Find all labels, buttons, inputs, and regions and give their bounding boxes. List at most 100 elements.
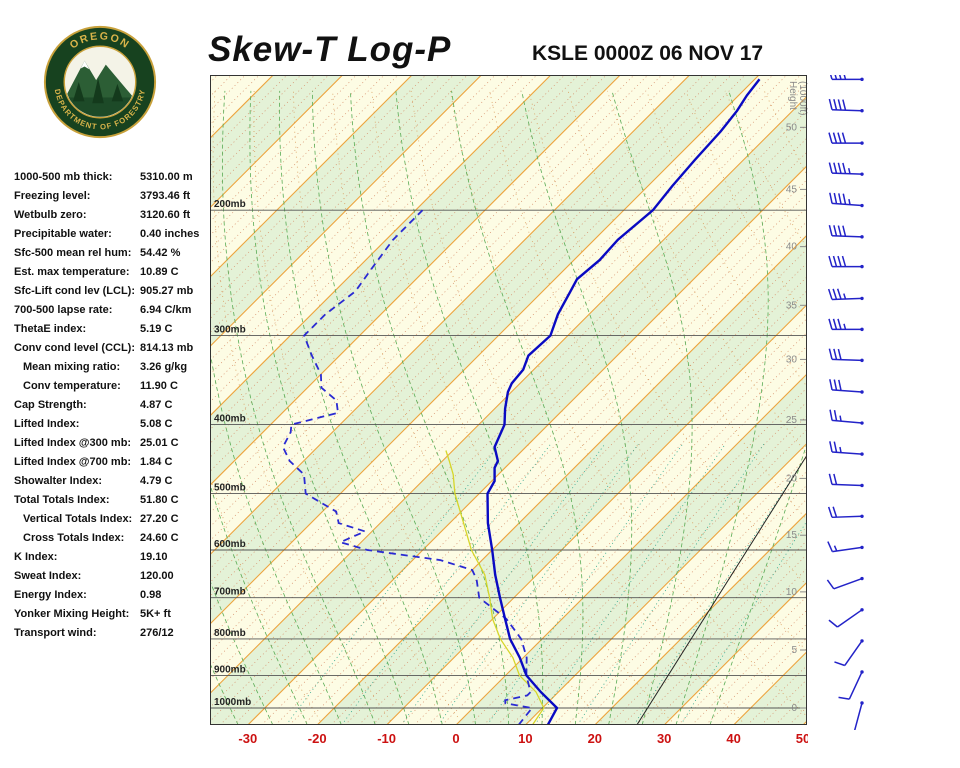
index-row: Est. max temperature: 10.89 C xyxy=(14,263,199,282)
index-label: Cross Totals Index: xyxy=(23,532,125,544)
index-value: 814.13 mb xyxy=(140,342,194,354)
index-label: Conv cond level (CCL): xyxy=(14,342,136,354)
index-label: Sweat Index: xyxy=(14,570,82,582)
wind-barb xyxy=(828,162,864,176)
height-label: 0 xyxy=(791,703,797,714)
index-value: 276/12 xyxy=(140,627,174,639)
pressure-label: 700mb xyxy=(214,587,246,598)
index-label: Est. max temperature: xyxy=(14,266,130,278)
pressure-label: 1000mb xyxy=(214,697,251,708)
index-label: Precipitable water: xyxy=(14,228,112,240)
index-value: 51.80 C xyxy=(140,494,179,506)
index-row: ThetaE index: 5.19 C xyxy=(14,320,199,339)
height-axis-title: Height xyxy=(787,81,798,110)
index-row: Transport wind: 276/12 xyxy=(14,624,199,643)
index-row: Lifted Index @700 mb: 1.84 C xyxy=(14,453,199,472)
wind-barb xyxy=(827,506,864,519)
index-value: 4.79 C xyxy=(140,475,173,487)
index-label: Lifted Index @700 mb: xyxy=(14,456,132,468)
index-label: Lifted Index: xyxy=(14,418,80,430)
pressure-label: 500mb xyxy=(214,483,246,494)
index-row: Mean mixing ratio: 3.26 g/kg xyxy=(14,358,199,377)
index-row: Conv temperature: 11.90 C xyxy=(14,377,199,396)
wind-barb xyxy=(828,225,864,239)
index-row: Precipitable water: 0.40 inches xyxy=(14,225,199,244)
index-label: Showalter Index: xyxy=(14,475,103,487)
index-label: Lifted Index @300 mb: xyxy=(14,437,132,449)
index-value: 24.60 C xyxy=(140,532,179,544)
index-value: 5.08 C xyxy=(140,418,173,430)
index-label: Freezing level: xyxy=(14,190,91,202)
temp-axis-label: 20 xyxy=(588,731,602,746)
index-value: 6.94 C/km xyxy=(140,304,192,316)
pressure-label: 800mb xyxy=(214,628,246,639)
indices-panel: 1000-500 mb thick: 5310.00 m Freezing leve… xyxy=(14,168,199,643)
wind-barb xyxy=(853,701,864,730)
temp-axis-label: 10 xyxy=(518,731,532,746)
index-label: Energy Index: xyxy=(14,589,87,601)
wind-barb xyxy=(828,255,864,269)
pressure-label: 200mb xyxy=(214,199,246,210)
wind-barb xyxy=(829,75,864,82)
index-label: 700-500 lapse rate: xyxy=(14,304,113,316)
index-value: 5.19 C xyxy=(140,323,173,335)
height-label: 50 xyxy=(786,122,798,133)
index-value: 5K+ ft xyxy=(140,608,171,620)
index-row: Vertical Totals Index: 27.20 C xyxy=(14,510,199,529)
index-label: Total Totals Index: xyxy=(14,494,110,506)
index-label: Transport wind: xyxy=(14,627,97,639)
logo-ground xyxy=(65,97,135,117)
index-row: 700-500 lapse rate: 6.94 C/km xyxy=(14,301,199,320)
height-label: 45 xyxy=(786,184,798,195)
index-row: Sweat Index: 120.00 xyxy=(14,567,199,586)
index-value: 4.87 C xyxy=(140,399,173,411)
index-value: 3.26 g/kg xyxy=(140,361,188,373)
temperature-trace xyxy=(486,78,761,725)
height-label: 35 xyxy=(786,300,798,311)
station-datetime: KSLE 0000Z 06 NOV 17 xyxy=(532,42,764,65)
index-value: 25.01 C xyxy=(140,437,179,449)
wetbulb-trace xyxy=(445,450,545,725)
wind-barb xyxy=(827,288,864,301)
wind-barb xyxy=(838,670,864,700)
temp-axis-label: -30 xyxy=(238,731,257,746)
height-label: 20 xyxy=(786,473,798,484)
odf-logo: OREGON DEPARTMENT OF FORESTRY xyxy=(43,25,157,139)
logo-tree xyxy=(92,78,104,104)
index-value: 10.89 C xyxy=(140,266,179,278)
index-value: 27.20 C xyxy=(140,513,179,525)
index-label: Wetbulb zero: xyxy=(14,209,87,221)
height-label: 25 xyxy=(786,415,798,426)
index-value: 5310.00 m xyxy=(140,171,193,183)
index-label: Sfc-500 mean rel hum: xyxy=(14,247,132,259)
logo-scene xyxy=(65,60,135,117)
index-row: Showalter Index: 4.79 C xyxy=(14,472,199,491)
index-row: Conv cond level (CCL): 814.13 mb xyxy=(14,339,199,358)
temp-axis-label: 30 xyxy=(657,731,671,746)
wind-barb xyxy=(828,608,864,628)
height-axis-title: (1000ft) xyxy=(797,81,808,115)
wind-barb xyxy=(827,541,864,553)
wind-barb xyxy=(828,473,864,488)
height-label: 10 xyxy=(786,587,798,598)
wind-barb xyxy=(829,441,864,456)
logo-tree xyxy=(72,82,85,102)
temp-axis-label: 0 xyxy=(452,731,459,746)
wind-barb xyxy=(828,348,864,363)
pressure-label: 300mb xyxy=(214,325,246,336)
skewt-chart: 200mb 300mb 400mb 500mb 600mb 700mb 800mb 900mb… xyxy=(210,75,808,746)
index-row: Cap Strength: 4.87 C xyxy=(14,396,199,415)
pressure-label: 900mb xyxy=(214,664,246,675)
index-value: 0.40 inches xyxy=(140,228,200,240)
wind-barb xyxy=(829,192,864,208)
index-label: 1000-500 mb thick: xyxy=(14,171,113,183)
index-row: Yonker Mixing Height: 5K+ ft xyxy=(14,605,199,624)
pressure-label: 400mb xyxy=(214,414,246,425)
wind-barb xyxy=(828,98,864,113)
index-row: Lifted Index @300 mb: 25.01 C xyxy=(14,434,199,453)
plot-area xyxy=(210,75,807,725)
index-row: Total Totals Index: 51.80 C xyxy=(14,491,199,510)
index-value: 3120.60 ft xyxy=(140,209,191,221)
index-value: 54.42 % xyxy=(140,247,181,259)
